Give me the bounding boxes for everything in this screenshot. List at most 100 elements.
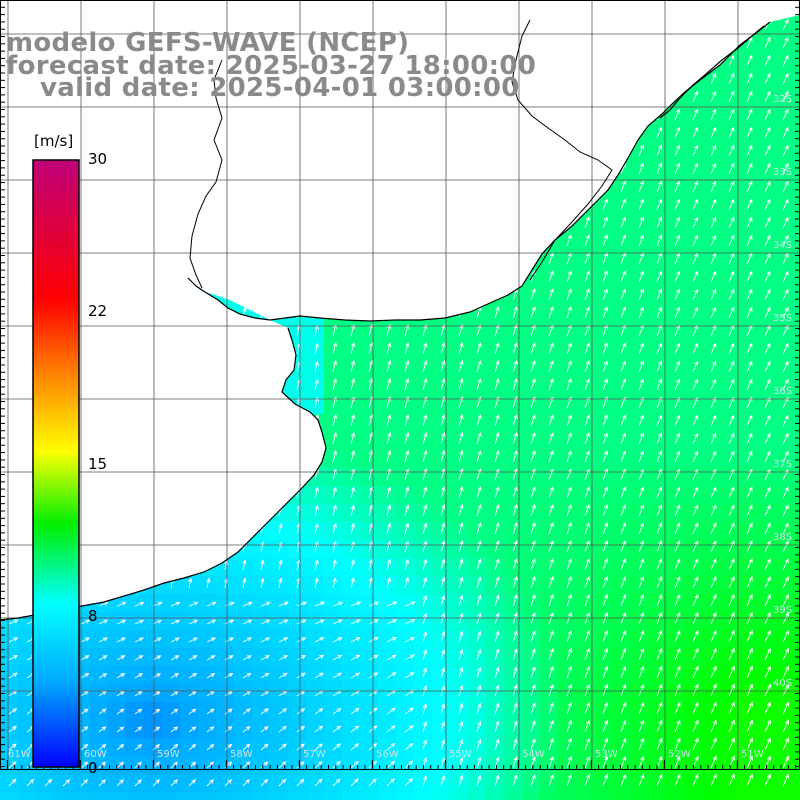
wind-arrow bbox=[782, 719, 789, 733]
wind-speed-cell bbox=[162, 792, 180, 800]
wind-speed-cell bbox=[630, 342, 648, 360]
wind-arrow bbox=[548, 702, 554, 715]
wind-speed-cell bbox=[756, 702, 774, 720]
wind-speed-cell bbox=[756, 288, 774, 306]
wind-speed-cell bbox=[522, 576, 540, 594]
wind-speed-cell bbox=[288, 504, 306, 522]
wind-arrow bbox=[116, 726, 125, 733]
wind-arrow bbox=[494, 306, 500, 319]
wind-arrow bbox=[494, 612, 500, 625]
wind-arrow bbox=[638, 180, 645, 193]
wind-speed-cell bbox=[414, 468, 432, 486]
wind-arrow bbox=[656, 737, 663, 751]
wind-arrow bbox=[386, 413, 392, 427]
wind-arrow bbox=[242, 559, 247, 571]
wind-speed-cell bbox=[594, 666, 612, 684]
wind-speed-cell bbox=[90, 792, 108, 800]
wind-arrow bbox=[746, 180, 753, 193]
wind-speed-cell bbox=[774, 18, 792, 36]
wind-speed-cell bbox=[270, 648, 288, 666]
wind-speed-cell bbox=[774, 252, 792, 270]
wind-arrow bbox=[602, 360, 608, 373]
wind-speed-cell bbox=[738, 234, 756, 252]
wind-speed-cell bbox=[486, 468, 504, 486]
wind-arrow bbox=[566, 378, 572, 391]
wind-speed-cell bbox=[306, 378, 324, 396]
wind-arrow bbox=[710, 486, 717, 499]
wind-arrow bbox=[584, 522, 590, 535]
wind-arrow bbox=[638, 342, 645, 355]
wind-speed-cell bbox=[684, 306, 702, 324]
wind-speed-cell bbox=[738, 90, 756, 108]
wind-speed-cell bbox=[378, 684, 396, 702]
wind-speed-cell bbox=[360, 450, 378, 468]
wind-arrow bbox=[530, 558, 536, 571]
wind-speed-cell bbox=[414, 702, 432, 720]
wind-arrow bbox=[278, 743, 287, 751]
wind-arrow bbox=[692, 144, 699, 157]
wind-speed-cell bbox=[504, 666, 522, 684]
wind-speed-cell bbox=[756, 612, 774, 630]
latitude-label: 34S bbox=[773, 240, 793, 251]
wind-arrow bbox=[746, 126, 753, 139]
wind-speed-cell bbox=[594, 360, 612, 378]
wind-speed-cell bbox=[414, 576, 432, 594]
wind-arrow bbox=[350, 601, 362, 607]
wind-arrow bbox=[332, 725, 342, 733]
wind-speed-cell bbox=[396, 648, 414, 666]
wind-speed-cell bbox=[558, 792, 576, 800]
wind-arrow bbox=[314, 396, 319, 409]
wind-arrow bbox=[584, 450, 590, 463]
wind-arrow bbox=[620, 288, 626, 301]
wind-arrow bbox=[206, 601, 217, 607]
wind-arrow bbox=[458, 414, 464, 427]
wind-arrow bbox=[44, 778, 53, 787]
latitude-label: 36S bbox=[773, 386, 793, 397]
wind-speed-cell bbox=[594, 324, 612, 342]
wind-arrow bbox=[656, 270, 663, 283]
wind-arrow bbox=[710, 504, 717, 517]
wind-speed-cell bbox=[792, 252, 800, 270]
wind-arrow bbox=[386, 323, 392, 337]
wind-arrow bbox=[638, 773, 645, 787]
wind-arrow bbox=[764, 180, 771, 193]
wind-arrow bbox=[710, 414, 717, 427]
longitude-label: 55W bbox=[449, 749, 472, 760]
wind-speed-cell bbox=[342, 468, 360, 486]
wind-arrow bbox=[422, 414, 428, 427]
wind-arrow bbox=[620, 270, 626, 283]
wind-speed-cell bbox=[18, 792, 36, 800]
wind-arrow bbox=[80, 637, 91, 643]
wind-speed-cell bbox=[450, 468, 468, 486]
wind-speed-cell bbox=[684, 450, 702, 468]
wind-arrow bbox=[764, 162, 771, 175]
wind-arrow bbox=[512, 594, 518, 607]
wind-arrow bbox=[188, 655, 198, 661]
wind-arrow bbox=[746, 665, 753, 679]
wind-speed-cell bbox=[306, 396, 324, 414]
wind-speed-cell bbox=[468, 414, 486, 432]
wind-arrow bbox=[764, 126, 771, 139]
wind-speed-cell bbox=[252, 738, 270, 756]
wind-arrow bbox=[404, 522, 410, 535]
wind-speed-cell bbox=[360, 522, 378, 540]
wind-arrow bbox=[692, 629, 699, 643]
wind-arrow bbox=[692, 450, 699, 463]
wind-speed-cell bbox=[108, 612, 126, 630]
wind-speed-cell bbox=[702, 432, 720, 450]
wind-speed-cell bbox=[378, 558, 396, 576]
wind-arrow bbox=[728, 701, 735, 715]
wind-arrow bbox=[782, 90, 789, 103]
wind-speed-cell bbox=[270, 558, 288, 576]
wind-speed-cell bbox=[450, 792, 468, 800]
wind-speed-cell bbox=[738, 612, 756, 630]
wind-speed-cell bbox=[270, 522, 288, 540]
wind-arrow bbox=[476, 432, 482, 445]
wind-arrow bbox=[620, 611, 627, 625]
wind-speed-cell bbox=[324, 504, 342, 522]
wind-arrow bbox=[656, 611, 663, 625]
wind-arrow bbox=[512, 648, 518, 661]
wind-speed-cell bbox=[486, 666, 504, 684]
wind-arrow bbox=[314, 672, 324, 679]
